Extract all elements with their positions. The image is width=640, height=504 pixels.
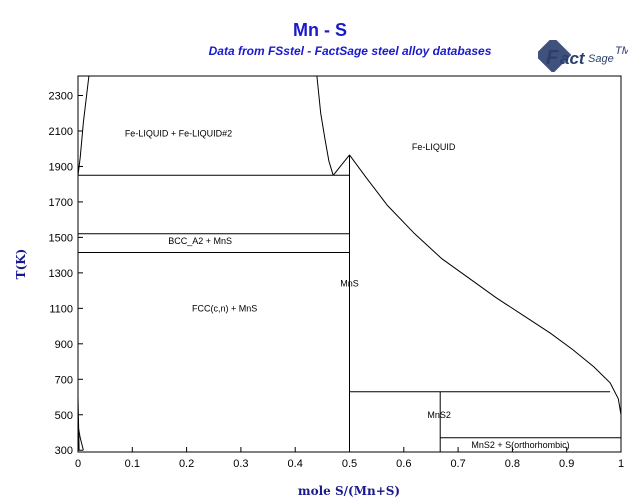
phase-boundary-line-4 (349, 154, 622, 415)
y-tick-label: 1300 (49, 268, 73, 280)
phase-region-label: FCC(c,n) + MnS (192, 303, 257, 313)
x-tick-label: 0.7 (450, 458, 465, 470)
phase-region-label: Fe-LIQUID (412, 142, 456, 152)
phase-boundary-line-2 (316, 75, 334, 176)
y-axis-ticks: 300 500 700 900 1100 1300 1500 1700 1900 2100 2300 (49, 91, 83, 457)
y-tick-label: 2300 (49, 91, 73, 103)
x-tick-label: 0.3 (233, 458, 248, 470)
x-axis-title: mole S/(Mn+S) (298, 484, 400, 498)
svg-text:TM: TM (615, 45, 628, 57)
chart-subtitle: Data from FSstel - FactSage steel alloy … (208, 44, 492, 58)
phase-boundary-line-0 (77, 75, 90, 451)
y-tick-label: 900 (55, 339, 73, 351)
y-tick-label: 300 (55, 445, 73, 457)
svg-text:Sage: Sage (588, 53, 614, 65)
phase-region-label: MnS2 (427, 410, 451, 420)
y-axis-title: T(K) (14, 249, 28, 280)
phase-boundary-line-3 (332, 154, 350, 176)
y-tick-label: 700 (55, 374, 73, 386)
chart-title: Mn - S (293, 20, 347, 40)
y-tick-label: 1100 (49, 303, 73, 315)
x-tick-label: 1 (618, 458, 624, 470)
x-tick-label: 0.9 (559, 458, 574, 470)
annotation-layer: Fe-LIQUID + Fe-LIQUID#2 Fe-LIQUID BCC_A2 +… (125, 129, 570, 450)
x-tick-label: 0.4 (288, 458, 303, 470)
x-tick-label: 0.2 (179, 458, 194, 470)
svg-text:F: F (546, 47, 559, 69)
x-tick-label: 0.5 (342, 458, 357, 470)
phase-region-label: BCC_A2 + MnS (168, 236, 232, 246)
x-tick-label: 0.1 (125, 458, 140, 470)
factsage-logo-icon: F act Sage TM (538, 40, 628, 72)
x-tick-label: 0 (75, 458, 81, 470)
x-tick-label: 0.6 (396, 458, 411, 470)
y-tick-label: 1500 (49, 232, 73, 244)
phase-region-label: MnS (340, 279, 359, 289)
y-tick-label: 500 (55, 410, 73, 422)
y-tick-label: 1900 (49, 161, 73, 173)
x-axis-ticks: 0 0.1 0.2 0.3 0.4 0.5 0.6 0.7 0.8 0.9 1 (75, 447, 624, 470)
phase-region-label: Fe-LIQUID + Fe-LIQUID#2 (125, 129, 232, 139)
svg-text:act: act (560, 49, 586, 68)
y-tick-label: 2100 (49, 126, 73, 138)
y-tick-label: 1700 (49, 197, 73, 209)
phase-boundary-line-1 (77, 425, 84, 451)
phase-region-label: MnS2 + S(orthorhombic) (471, 440, 569, 450)
x-tick-label: 0.8 (505, 458, 520, 470)
